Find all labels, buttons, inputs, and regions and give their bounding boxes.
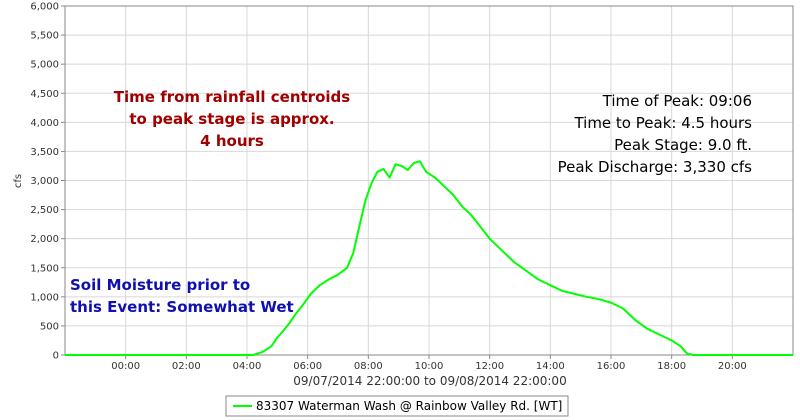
rainfall-annotation-line-3: 4 hours — [200, 132, 264, 150]
y-tick-label: 0 — [53, 351, 59, 362]
x-axis: 00:00 02:00 04:00 06:00 08:00 10:00 12:00 14:00… — [111, 355, 747, 372]
x-tick-label: 12:00 — [475, 361, 504, 372]
y-tick-label: 4,500 — [30, 89, 59, 100]
peak-discharge: Peak Discharge: 3,330 cfs — [558, 158, 753, 176]
legend-box — [225, 395, 569, 417]
x-tick-label: 04:00 — [233, 361, 262, 372]
date-range-label: 09/07/2014 22:00:00 to 09/08/2014 22:00:… — [293, 374, 566, 388]
y-tick-label: 4,000 — [30, 118, 59, 129]
x-tick-label: 14:00 — [536, 361, 565, 372]
y-tick-label: 2,000 — [30, 234, 59, 245]
x-tick-label: 08:00 — [354, 361, 383, 372]
time-of-peak: Time of Peak: 09:06 — [602, 92, 752, 110]
rainfall-annotation-line-2: to peak stage is approx. — [129, 110, 334, 128]
x-tick-label: 20:00 — [718, 361, 747, 372]
y-tick-label: 6,000 — [30, 2, 59, 13]
time-to-peak: Time to Peak: 4.5 hours — [573, 114, 752, 132]
x-tick-label: 02:00 — [172, 361, 201, 372]
rainfall-annotation-line-1: Time from rainfall centroids — [114, 88, 350, 106]
y-tick-label: 5,000 — [30, 60, 59, 71]
y-tick-label: 3,000 — [30, 176, 59, 187]
y-tick-label: 2,500 — [30, 205, 59, 216]
soil-moisture-annotation: Soil Moisture prior to this Event: Somew… — [70, 276, 294, 316]
y-axis-label: cfs — [13, 174, 24, 188]
y-tick-label: 5,500 — [30, 31, 59, 42]
x-tick-label: 00:00 — [111, 361, 140, 372]
y-axis: 0 500 1,000 1,500 2,000 2,500 3,000 3,500 4,000 4… — [30, 2, 65, 362]
legend-label: 83307 Waterman Wash @ Rainbow Valley Rd.… — [256, 399, 562, 413]
y-tick-label: 1,500 — [30, 263, 59, 274]
y-tick-label: 1,000 — [30, 292, 59, 303]
y-tick-label: 3,500 — [30, 147, 59, 158]
rainfall-annotation: Time from rainfall centroids to peak sta… — [114, 88, 350, 150]
series-line — [65, 160, 793, 356]
x-tick-label: 18:00 — [657, 361, 686, 372]
soil-moisture-line-2: this Event: Somewhat Wet — [70, 298, 294, 316]
x-tick-label: 16:00 — [597, 361, 626, 372]
y-tick-label: 500 — [40, 321, 59, 332]
peak-stats-annotation: Time of Peak: 09:06 Time to Peak: 4.5 ho… — [558, 92, 753, 176]
x-tick-label: 10:00 — [415, 361, 444, 372]
x-tick-label: 06:00 — [293, 361, 322, 372]
legend: 83307 Waterman Wash @ Rainbow Valley Rd.… — [225, 395, 569, 417]
peak-stage: Peak Stage: 9.0 ft. — [614, 136, 752, 154]
soil-moisture-line-1: Soil Moisture prior to — [70, 276, 250, 294]
